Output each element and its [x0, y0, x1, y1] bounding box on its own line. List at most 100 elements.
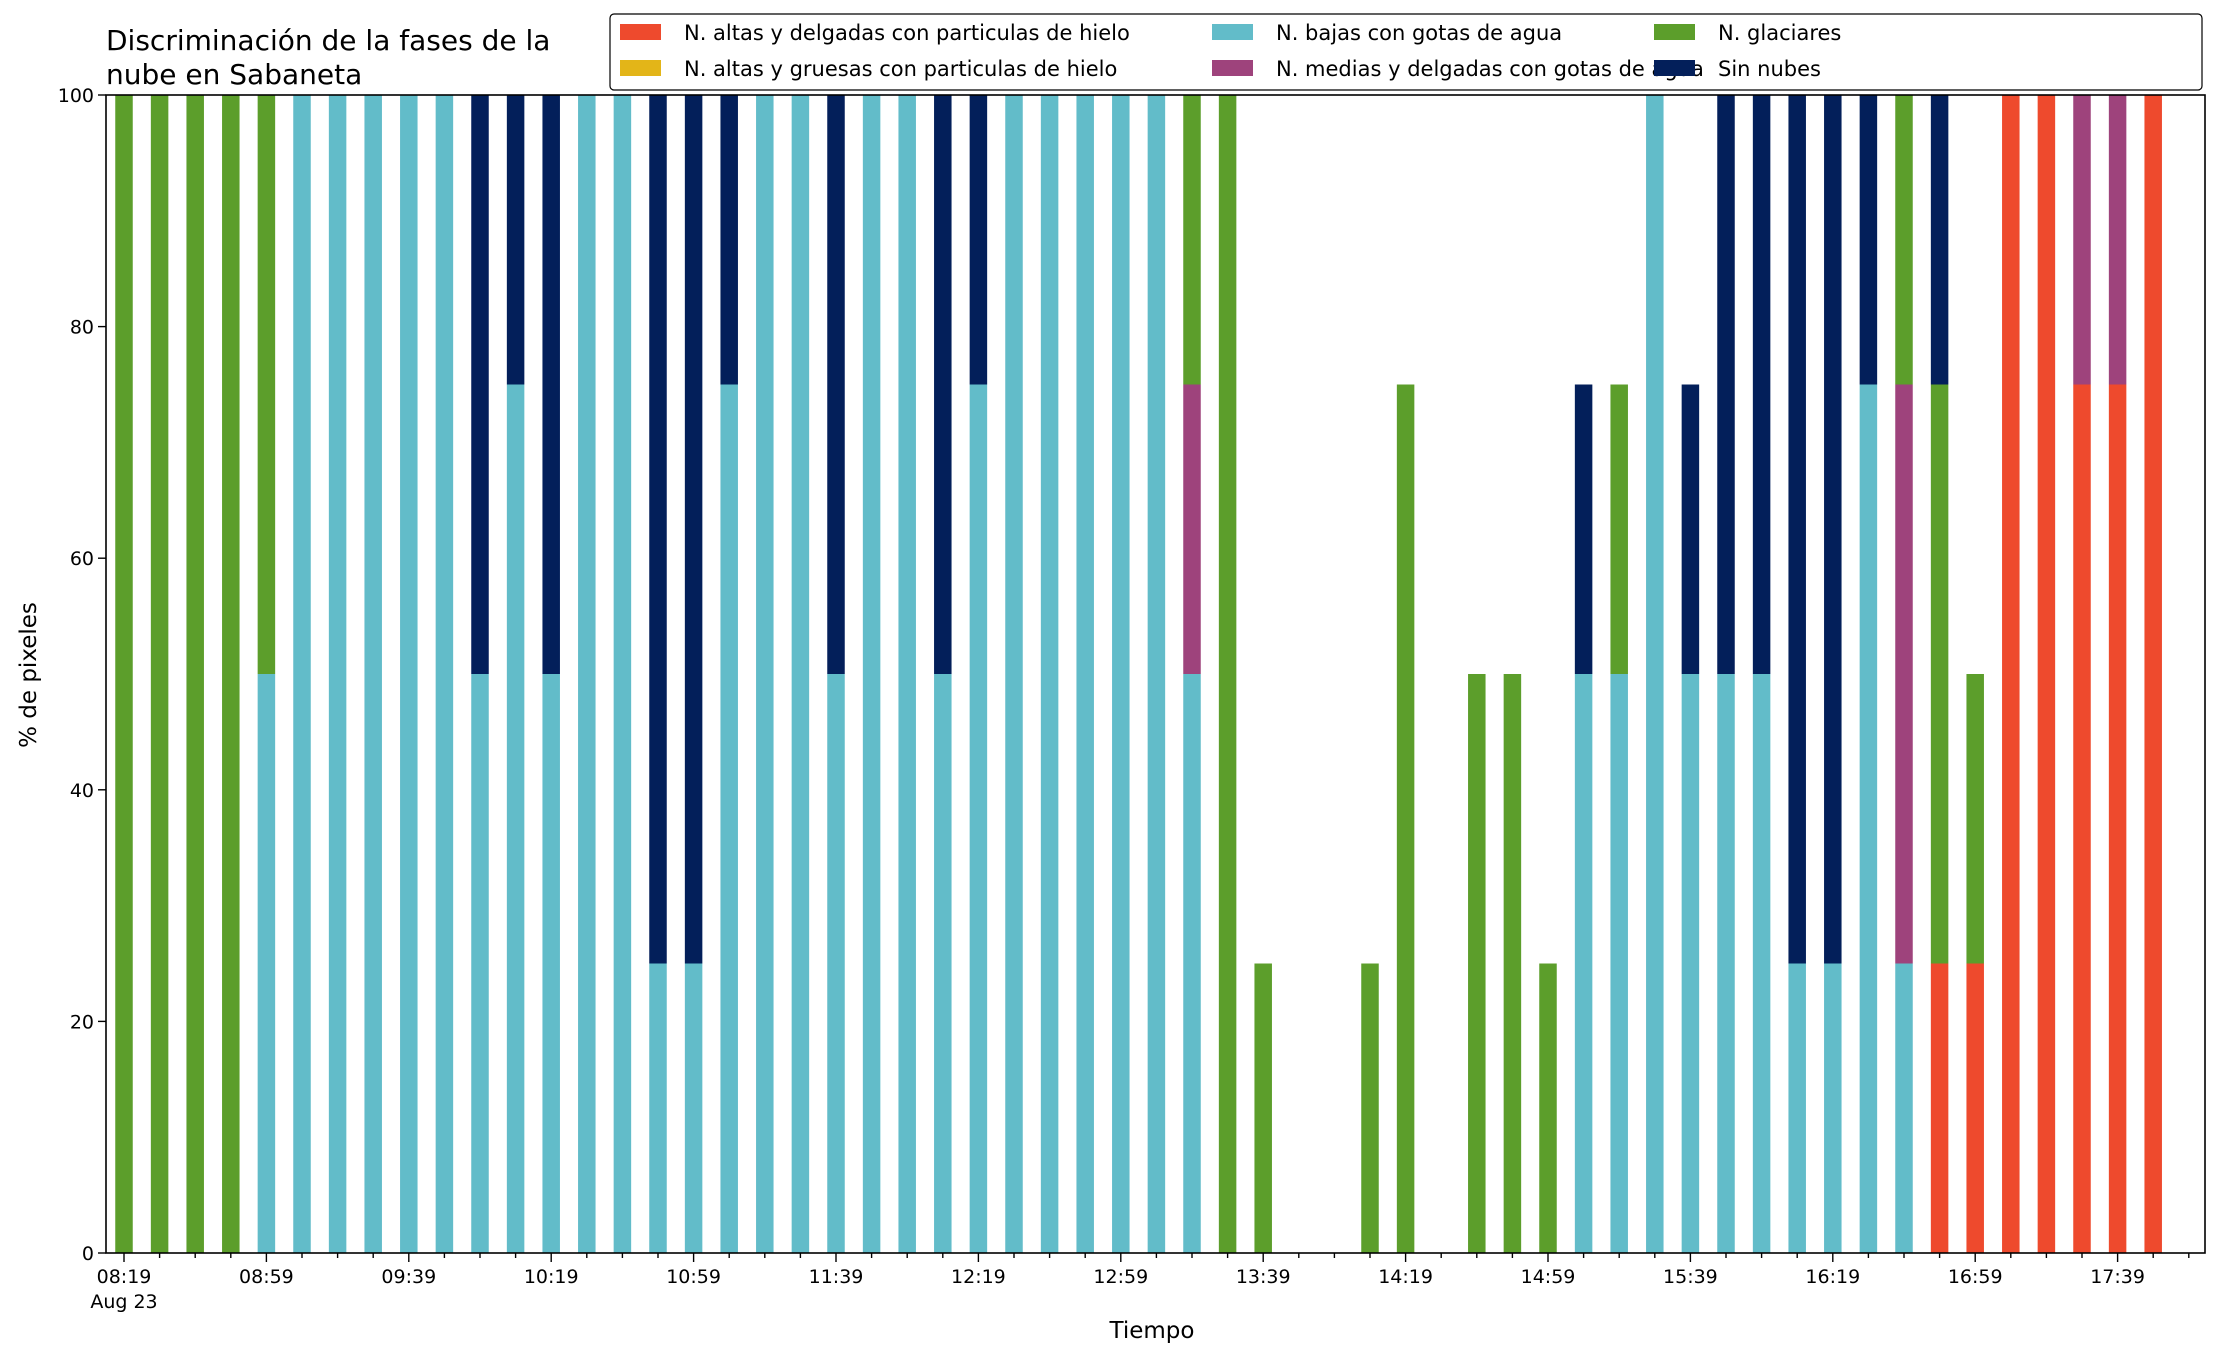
x-tick-label: 17:39	[2090, 1266, 2145, 1288]
bar-segment	[2108, 384, 2127, 1253]
bar-segment	[1788, 963, 1806, 1253]
bar-segment	[827, 674, 845, 1253]
bar-segment	[2073, 384, 2091, 1253]
bar-segment	[1503, 674, 1522, 1253]
x-tick-label: 08:59	[239, 1266, 294, 1288]
bar-segment	[435, 95, 454, 1253]
bar-segment	[1681, 384, 1700, 674]
bar-segment	[827, 95, 845, 674]
bar-segment	[293, 95, 311, 1253]
x-tick-label: 14:19	[1378, 1266, 1433, 1288]
bar-segment	[1254, 963, 1272, 1253]
bar-segment	[506, 95, 525, 385]
bar-segment	[1147, 95, 1166, 1253]
series-0	[1930, 95, 2162, 1253]
bar-segment	[1930, 963, 1949, 1253]
bar-segment	[257, 674, 276, 1253]
bar-segment	[222, 95, 240, 1253]
bar-segment	[649, 95, 667, 964]
bar-segment	[257, 95, 276, 674]
bar-segment	[506, 384, 525, 1253]
y-tick-label: 0	[82, 1243, 94, 1265]
legend-label: N. altas y delgadas con particulas de hi…	[684, 21, 1130, 45]
bar-segment	[1005, 95, 1023, 1253]
plot-frame	[105, 94, 2206, 1254]
bar-segment	[364, 95, 382, 1253]
bar-segment	[1574, 674, 1593, 1253]
bar-segment	[1112, 95, 1130, 1253]
bar-segment	[684, 963, 703, 1253]
bar-segment	[1040, 95, 1059, 1253]
bar-segment	[400, 95, 418, 1253]
bar-segment	[150, 95, 169, 1253]
bar-segment	[1717, 95, 1735, 674]
bar-segment	[720, 384, 738, 1253]
bar-segment	[1895, 95, 1913, 385]
bar-segment	[1646, 95, 1664, 1253]
x-tick-label: 16:59	[1948, 1266, 2003, 1288]
y-axis-label: % de pixeles	[16, 602, 42, 748]
bar-segment	[542, 95, 560, 674]
legend-label: N. medias y delgadas con gotas de agua	[1276, 57, 1704, 81]
legend: N. altas y delgadas con particulas de hi…	[609, 13, 2203, 91]
x-tick-label: 12:19	[951, 1266, 1006, 1288]
bar-segment	[1183, 95, 1201, 385]
bar-segment	[1895, 963, 1913, 1253]
bar-segment	[1752, 95, 1771, 674]
bars-layer	[115, 95, 2162, 1253]
bar-segment	[649, 963, 667, 1253]
bar-segment	[1076, 95, 1094, 1253]
bar-segment	[1895, 384, 1913, 964]
legend-label: N. bajas con gotas de agua	[1276, 21, 1562, 45]
bar-segment	[969, 95, 988, 385]
y-tick-label: 80	[70, 317, 94, 339]
legend-swatch	[1212, 60, 1253, 76]
x-axis: 08:19 08:59 09:39 10:19 10:59 11:39 12:19 12:59…	[90, 1253, 2190, 1313]
chart-title-line-2: nube en Sabaneta	[106, 58, 362, 91]
x-tick-label: 12:59	[1093, 1266, 1148, 1288]
x-tick-label: 14:59	[1521, 1266, 1576, 1288]
bar-segment	[1966, 674, 1984, 964]
legend-box	[609, 13, 2203, 91]
x-tick-label: 10:19	[524, 1266, 579, 1288]
bar-segment	[186, 95, 204, 1253]
bar-segment	[2144, 95, 2162, 1253]
legend-label: N. altas y gruesas con particulas de hie…	[684, 57, 1117, 81]
bar-segment	[1218, 95, 1237, 1253]
bar-segment	[578, 95, 596, 1253]
bar-segment	[1468, 674, 1486, 1253]
bar-segment	[1183, 674, 1201, 1253]
bar-segment	[1788, 95, 1806, 964]
bar-segment	[2073, 95, 2091, 385]
bar-segment	[1681, 674, 1700, 1253]
chart-title-line-1: Discriminación de la fases de la	[106, 24, 550, 57]
bar-segment	[1539, 963, 1557, 1253]
bar-segment	[1717, 674, 1735, 1253]
bar-segment	[934, 95, 952, 674]
bar-segment	[1824, 95, 1842, 964]
bar-segment	[862, 95, 881, 1253]
bar-segment	[1752, 674, 1771, 1253]
bar-segment	[1574, 384, 1593, 674]
legend-swatch	[620, 60, 661, 76]
x-tick-label: 10:59	[666, 1266, 721, 1288]
bar-segment	[115, 95, 133, 1253]
bar-segment	[898, 95, 916, 1253]
legend-label: N. glaciares	[1718, 21, 1841, 45]
bar-segment	[613, 95, 632, 1253]
bar-segment	[969, 384, 988, 1253]
bar-segment	[471, 95, 489, 674]
bar-segment	[2108, 95, 2127, 385]
x-tick-label: 16:19	[1805, 1266, 1860, 1288]
legend-swatch	[1654, 24, 1695, 40]
bar-segment	[1859, 384, 1878, 1253]
x-axis-label: Tiempo	[1109, 1318, 1195, 1344]
legend-label: Sin nubes	[1718, 57, 1821, 81]
series-2	[257, 95, 1913, 1253]
bar-segment	[328, 95, 347, 1253]
bar-segment	[2002, 95, 2020, 1253]
bar-segment	[2037, 95, 2056, 1253]
bar-segment	[1183, 384, 1201, 674]
legend-swatch	[1654, 60, 1695, 76]
